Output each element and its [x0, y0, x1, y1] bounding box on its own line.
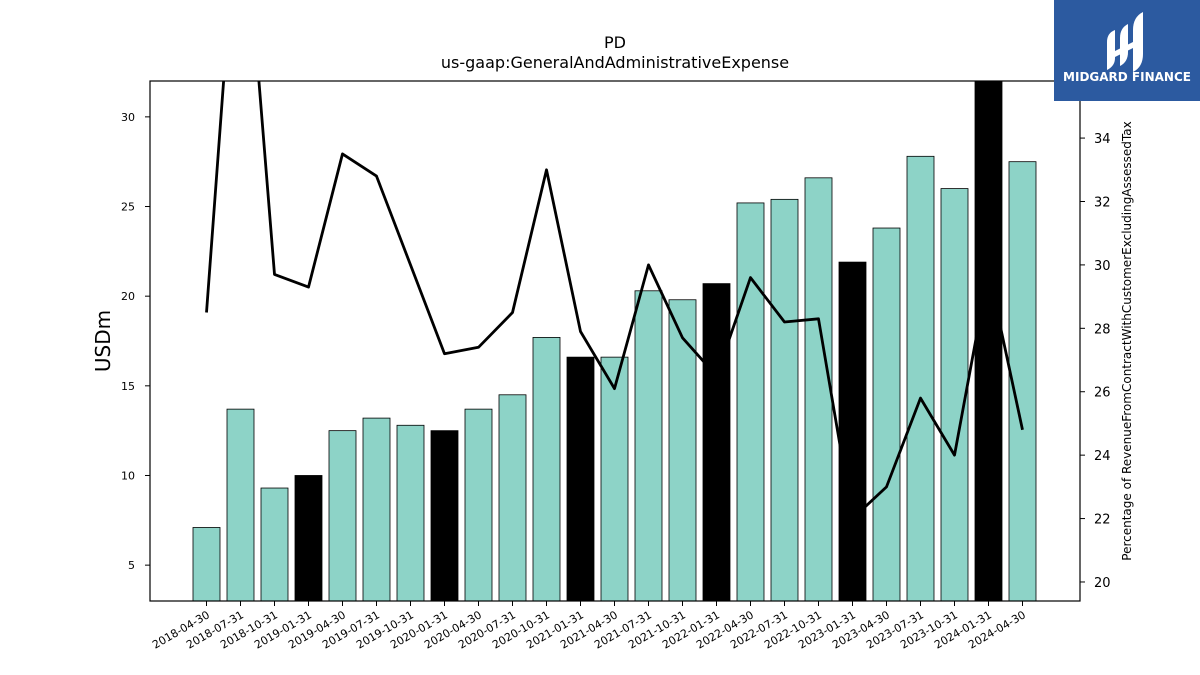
left-tick-label: 30	[121, 111, 135, 124]
bar-2018-07-31	[226, 408, 255, 601]
bar-2021-04-30	[600, 356, 629, 601]
bar-2021-01-31	[566, 356, 595, 601]
left-tick-label: 20	[121, 290, 135, 303]
bar-2020-07-31	[498, 394, 527, 601]
bar-2023-07-31	[906, 155, 935, 601]
bar-2018-04-30	[192, 527, 221, 601]
right-tick-label: 24	[1094, 449, 1111, 464]
bar-2023-01-31	[838, 261, 867, 601]
right-tick-label: 22	[1094, 513, 1111, 528]
bar-series	[192, 81, 1037, 601]
right-tick-label: 34	[1094, 132, 1111, 147]
left-axis-title: USDm	[91, 310, 115, 372]
left-axis-ticks: 5 10 15 20 25 30	[121, 111, 150, 572]
bar-2019-01-31	[294, 475, 323, 601]
bar-2022-04-30	[736, 202, 765, 601]
bar-2020-10-31	[532, 337, 561, 601]
right-tick-label: 28	[1094, 322, 1111, 337]
bar-2020-01-31	[430, 430, 459, 601]
bar-2023-10-31	[940, 188, 969, 601]
bar-2021-10-31	[668, 299, 697, 601]
bar-2021-07-31	[634, 290, 663, 601]
bar-2020-04-30	[464, 408, 493, 601]
bar-2024-01-31	[974, 81, 1003, 601]
bar-2022-01-31	[702, 283, 731, 601]
right-axis-ticks: 20 22 24 26 28 30 32 34	[1080, 132, 1111, 591]
right-tick-label: 26	[1094, 386, 1111, 401]
logo-text: MIDGARD FINANCE	[1063, 70, 1191, 84]
right-axis-title: Percentage of RevenueFromContractWithCus…	[1120, 121, 1134, 560]
bar-2022-10-31	[804, 177, 833, 601]
chart-title: PD	[604, 33, 626, 52]
left-tick-label: 25	[121, 201, 135, 214]
left-tick-label: 10	[121, 469, 135, 482]
x-axis-ticks: 2018-04-302018-07-312018-10-312019-01-31…	[150, 601, 1028, 652]
bar-2022-07-31	[770, 198, 799, 601]
bar-2018-10-31	[260, 487, 289, 601]
left-tick-label: 15	[121, 380, 135, 393]
midgard-finance-logo: MIDGARD FINANCE	[1054, 0, 1200, 101]
bar-2019-04-30	[328, 430, 357, 601]
right-tick-label: 32	[1094, 195, 1111, 210]
midgard-logo-mark-icon	[1107, 12, 1143, 72]
bar-2023-04-30	[872, 227, 901, 601]
line-series-group	[205, 81, 1024, 520]
left-tick-label: 5	[128, 559, 135, 572]
line-series	[205, 81, 1024, 520]
bar-2019-07-31	[362, 417, 391, 601]
right-tick-label: 30	[1094, 259, 1111, 274]
right-tick-label: 20	[1094, 576, 1111, 591]
bar-2019-10-31	[396, 424, 425, 601]
chart-subtitle: us-gaap:GeneralAndAdministrativeExpense	[441, 53, 789, 72]
